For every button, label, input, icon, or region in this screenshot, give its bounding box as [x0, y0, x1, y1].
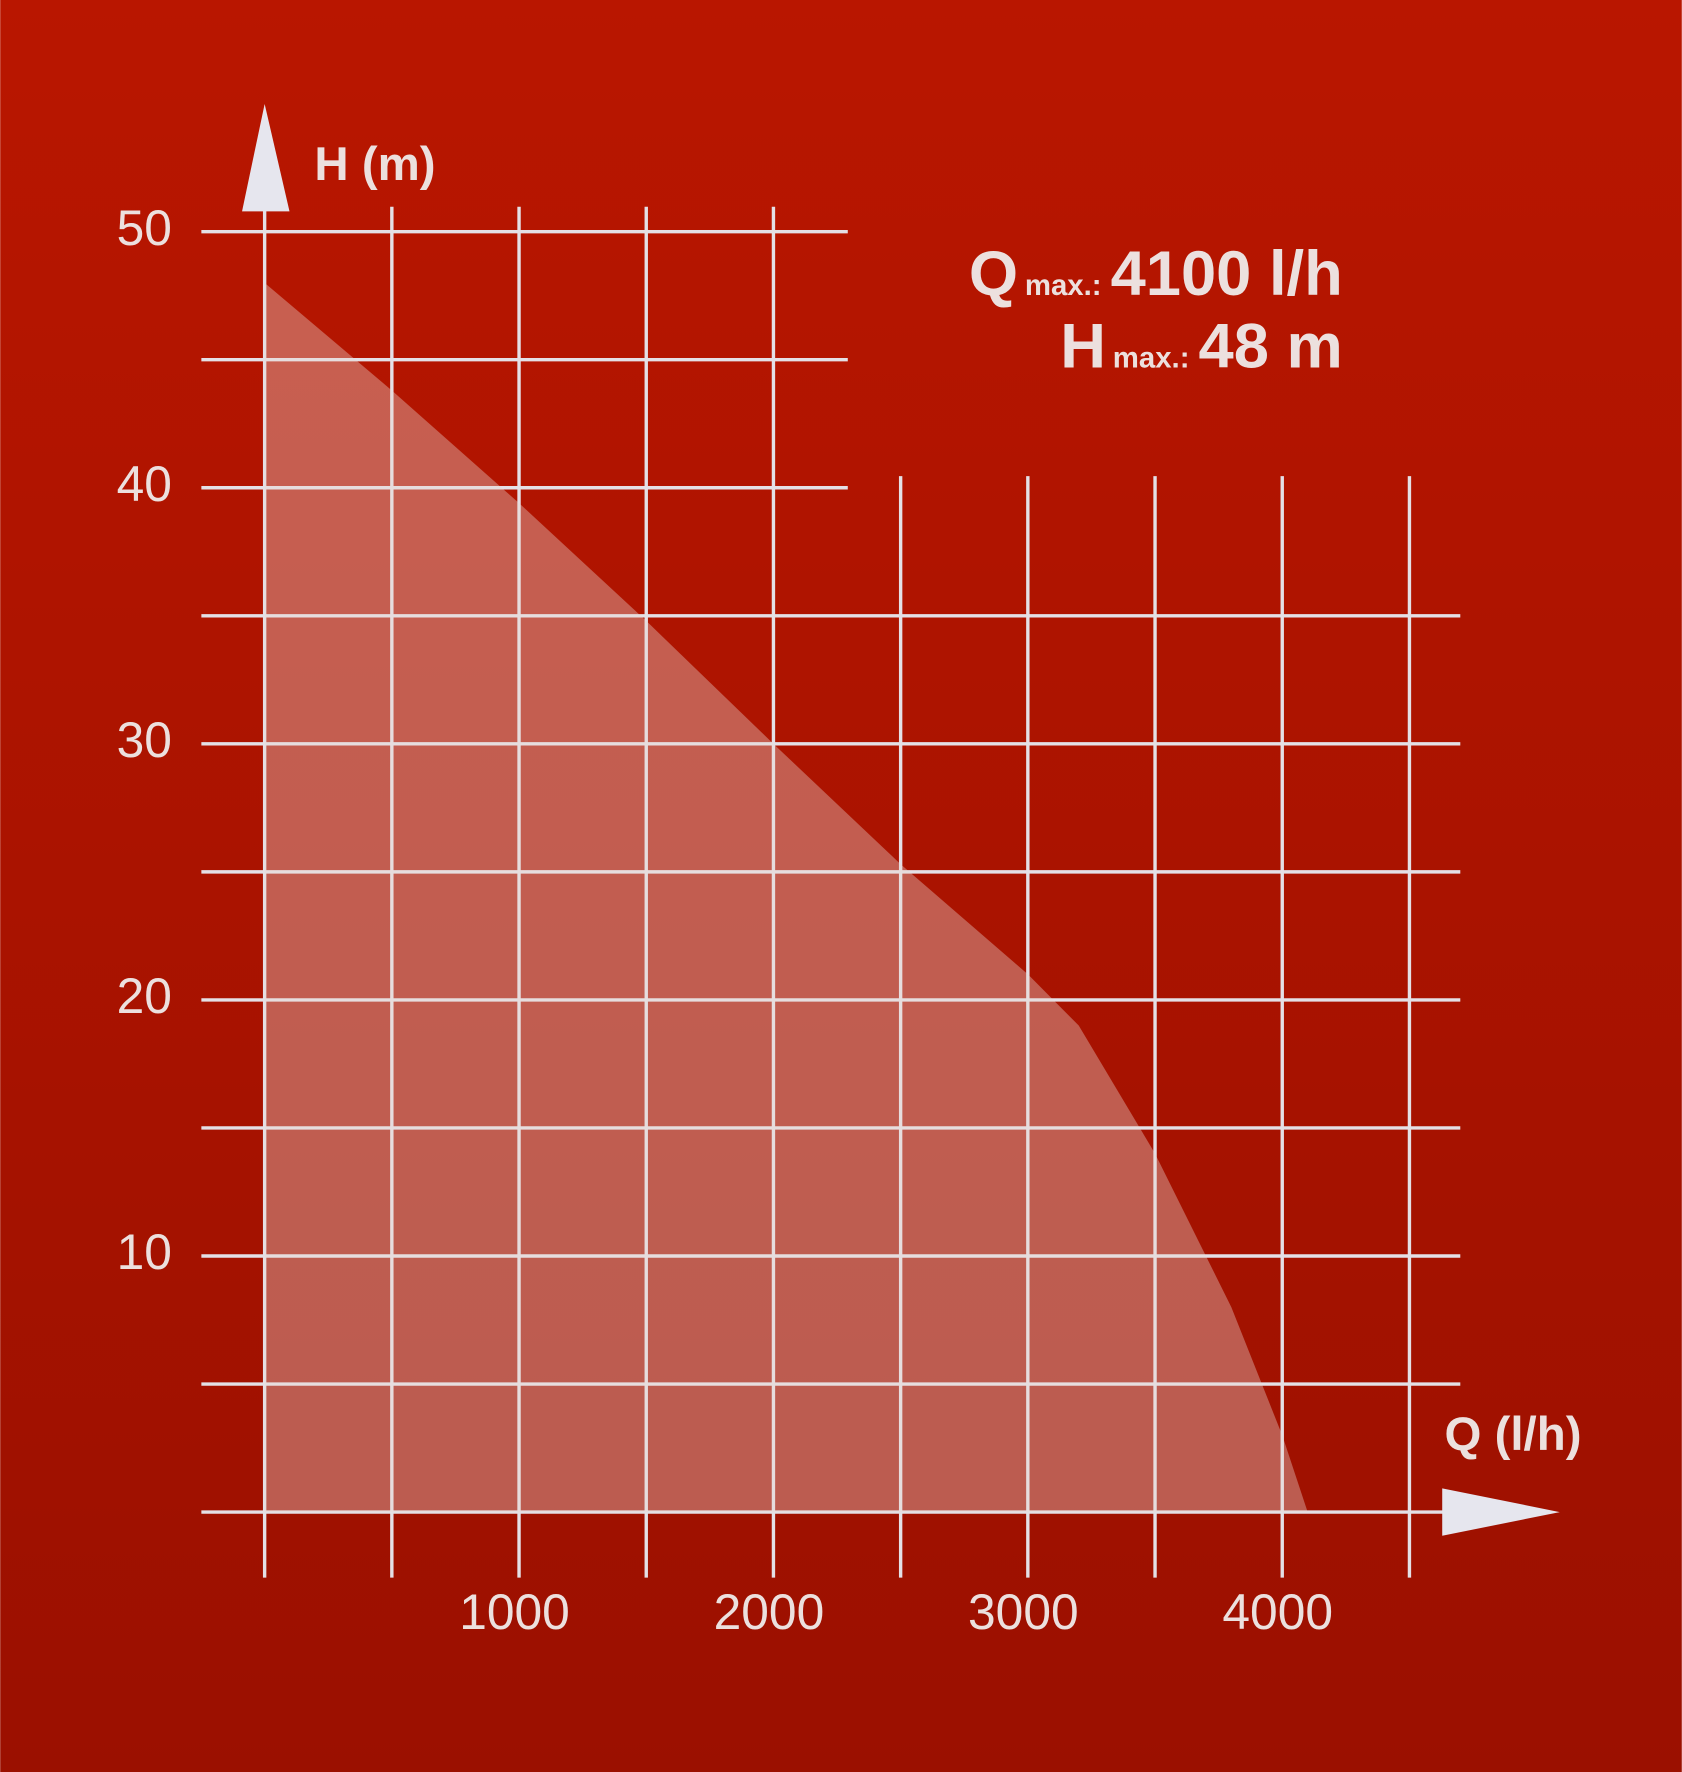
x-axis-label: Q (l/h)	[1444, 1408, 1581, 1461]
annotation-symbol: Q	[969, 239, 1018, 309]
grid: 10 20 30 40 50 1000 2000 3000 4000	[117, 200, 1461, 1640]
area	[264, 282, 1308, 1513]
x-tick-label: 1000	[459, 1584, 570, 1640]
annotation-symbol: H	[1060, 311, 1106, 381]
annotation-text: 48 m	[1199, 311, 1343, 381]
y-tick-label: 50	[117, 200, 172, 256]
plot	[264, 282, 1308, 1513]
x-axis-arrow	[1442, 1488, 1560, 1536]
annotation-subscript: max.:	[1113, 341, 1190, 374]
x-tick-label: 4000	[1222, 1584, 1333, 1640]
y-axis-arrow	[242, 103, 290, 212]
x-tick-label: 2000	[714, 1584, 825, 1640]
annotation-subscript: max.:	[1025, 269, 1102, 302]
y-tick-label: 40	[117, 456, 172, 512]
annotation-text: 4100 l/h	[1111, 239, 1343, 309]
y-tick-label: 20	[117, 968, 172, 1024]
y-tick-label: 10	[117, 1224, 172, 1280]
x-tick-label: 3000	[968, 1584, 1079, 1640]
y-axis-label: H (m)	[314, 138, 435, 191]
y-tick-label: 30	[117, 712, 172, 768]
